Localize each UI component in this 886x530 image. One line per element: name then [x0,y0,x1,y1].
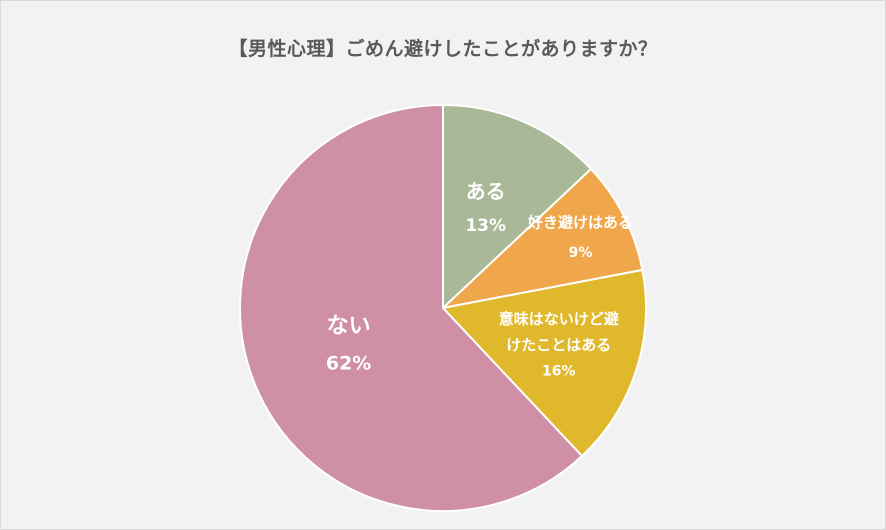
slice-3-category-label: けたことはある [506,336,611,354]
slice-1-category-label: ある [466,179,506,203]
slice-2-category-label: 好き避けはある [527,214,633,232]
pie-slice-2 [439,167,644,310]
slice-1-percent-label: 13% [465,216,506,236]
pie-slices [238,103,647,512]
chart-title: 【男性心理】ごめん避けしたことがありますか？ [228,38,658,60]
slice-3-percent-label: 16% [542,364,576,380]
pie-slice-4 [238,103,584,512]
slice-4-percent-label: 62% [326,352,371,374]
pie-slice-3 [441,268,647,458]
slice-4-category-label: ない [327,314,371,339]
pie-slice-1 [442,103,593,311]
slice-2-percent-label: 9% [569,245,593,261]
slice-3-category-label: 意味はないけど避 [499,310,619,328]
